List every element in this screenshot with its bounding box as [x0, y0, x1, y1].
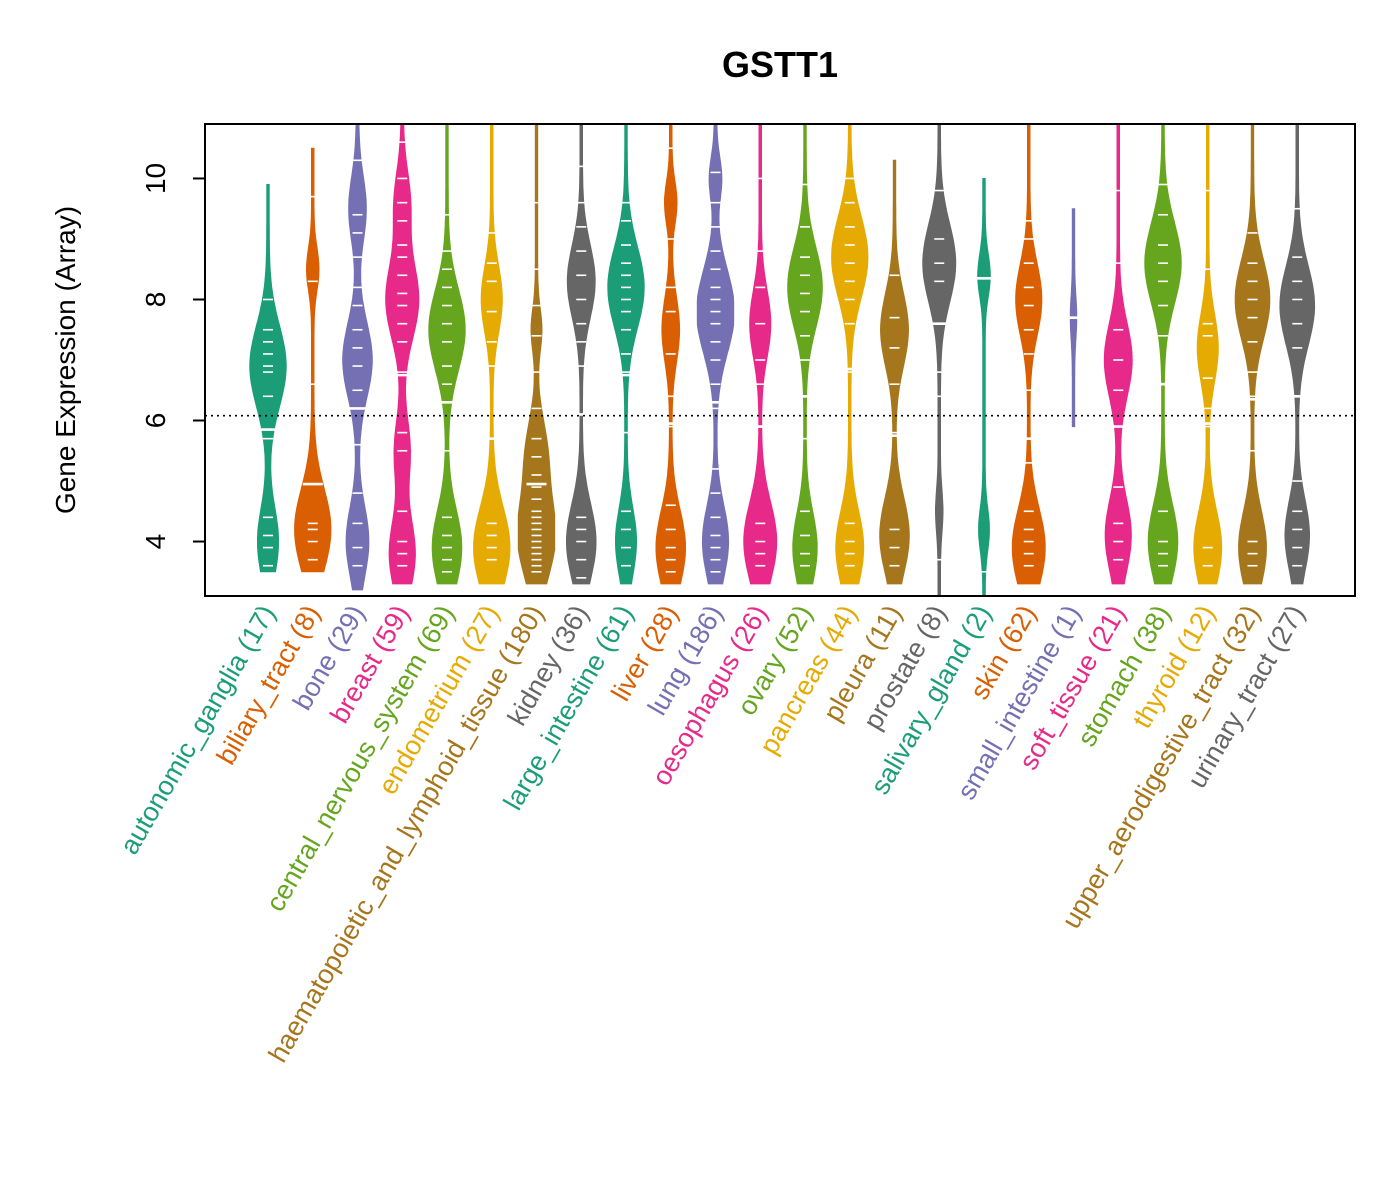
chart-title: GSTT1 [722, 44, 838, 85]
violin-body-central_nervous_system [428, 124, 466, 585]
violin-prostate [922, 124, 957, 596]
violin-body-bone [342, 124, 373, 591]
violin-body-thyroid [1193, 124, 1223, 585]
violin-autonomic_ganglia [249, 184, 287, 573]
violin-small_intestine [1063, 208, 1084, 428]
violins-group [249, 124, 1316, 596]
y-tick-label-6: 6 [140, 413, 171, 429]
violin-endometrium [473, 124, 511, 585]
violin-pancreas [831, 124, 869, 585]
violin-body-haematopoietic_and_lymphoid_tissue [517, 124, 556, 585]
violin-biliary_tract [294, 147, 332, 573]
violin-skin [1011, 124, 1046, 585]
violin-central_nervous_system [428, 124, 466, 585]
violin-body-ovary [787, 124, 823, 585]
violin-body-soft_tissue [1103, 124, 1133, 585]
violin-body-stomach [1144, 124, 1182, 585]
violin-lung [696, 124, 735, 585]
violin-large_intestine [607, 124, 645, 585]
violin-bone [342, 124, 373, 591]
y-tick-label-10: 10 [140, 163, 171, 194]
violin-salivary_gland [974, 178, 994, 596]
y-tick-label-4: 4 [140, 534, 171, 550]
violin-body-upper_aerodigestive_tract [1234, 124, 1271, 585]
violin-ovary [787, 124, 823, 585]
violin-liver [655, 124, 686, 585]
violin-body-prostate [922, 124, 957, 596]
y-axis-label: Gene Expression (Array) [50, 206, 81, 514]
violin-kidney [566, 124, 597, 585]
violin-body-kidney [566, 124, 597, 585]
violin-haematopoietic_and_lymphoid_tissue [517, 124, 556, 585]
violin-stomach [1144, 124, 1182, 585]
violin-body-urinary_tract [1279, 124, 1316, 585]
violin-body-oesophagus [743, 124, 778, 585]
violin-pleura [879, 159, 910, 585]
violin-body-biliary_tract [294, 147, 332, 573]
plot-frame [204, 123, 1356, 597]
violin-oesophagus [743, 124, 778, 585]
violin-breast [385, 124, 420, 585]
violin-body-endometrium [473, 124, 511, 585]
y-axis: 4 6 8 10 [140, 163, 205, 549]
y-tick-label-8: 8 [140, 292, 171, 308]
violin-urinary_tract [1279, 124, 1316, 585]
violin-body-autonomic_ganglia [249, 184, 287, 573]
violin-body-pancreas [831, 124, 869, 585]
violin-body-lung [696, 124, 735, 585]
violin-thyroid [1193, 124, 1223, 585]
violin-body-pleura [879, 159, 910, 585]
violin-body-salivary_gland [977, 178, 991, 596]
violin-upper_aerodigestive_tract [1234, 124, 1271, 585]
violin-soft_tissue [1103, 124, 1133, 585]
violin-body-breast [385, 124, 420, 585]
x-axis-labels: autonomic_ganglia (17)biliary_tract (8)b… [114, 600, 1310, 1067]
category-count: (27) [1257, 600, 1311, 663]
